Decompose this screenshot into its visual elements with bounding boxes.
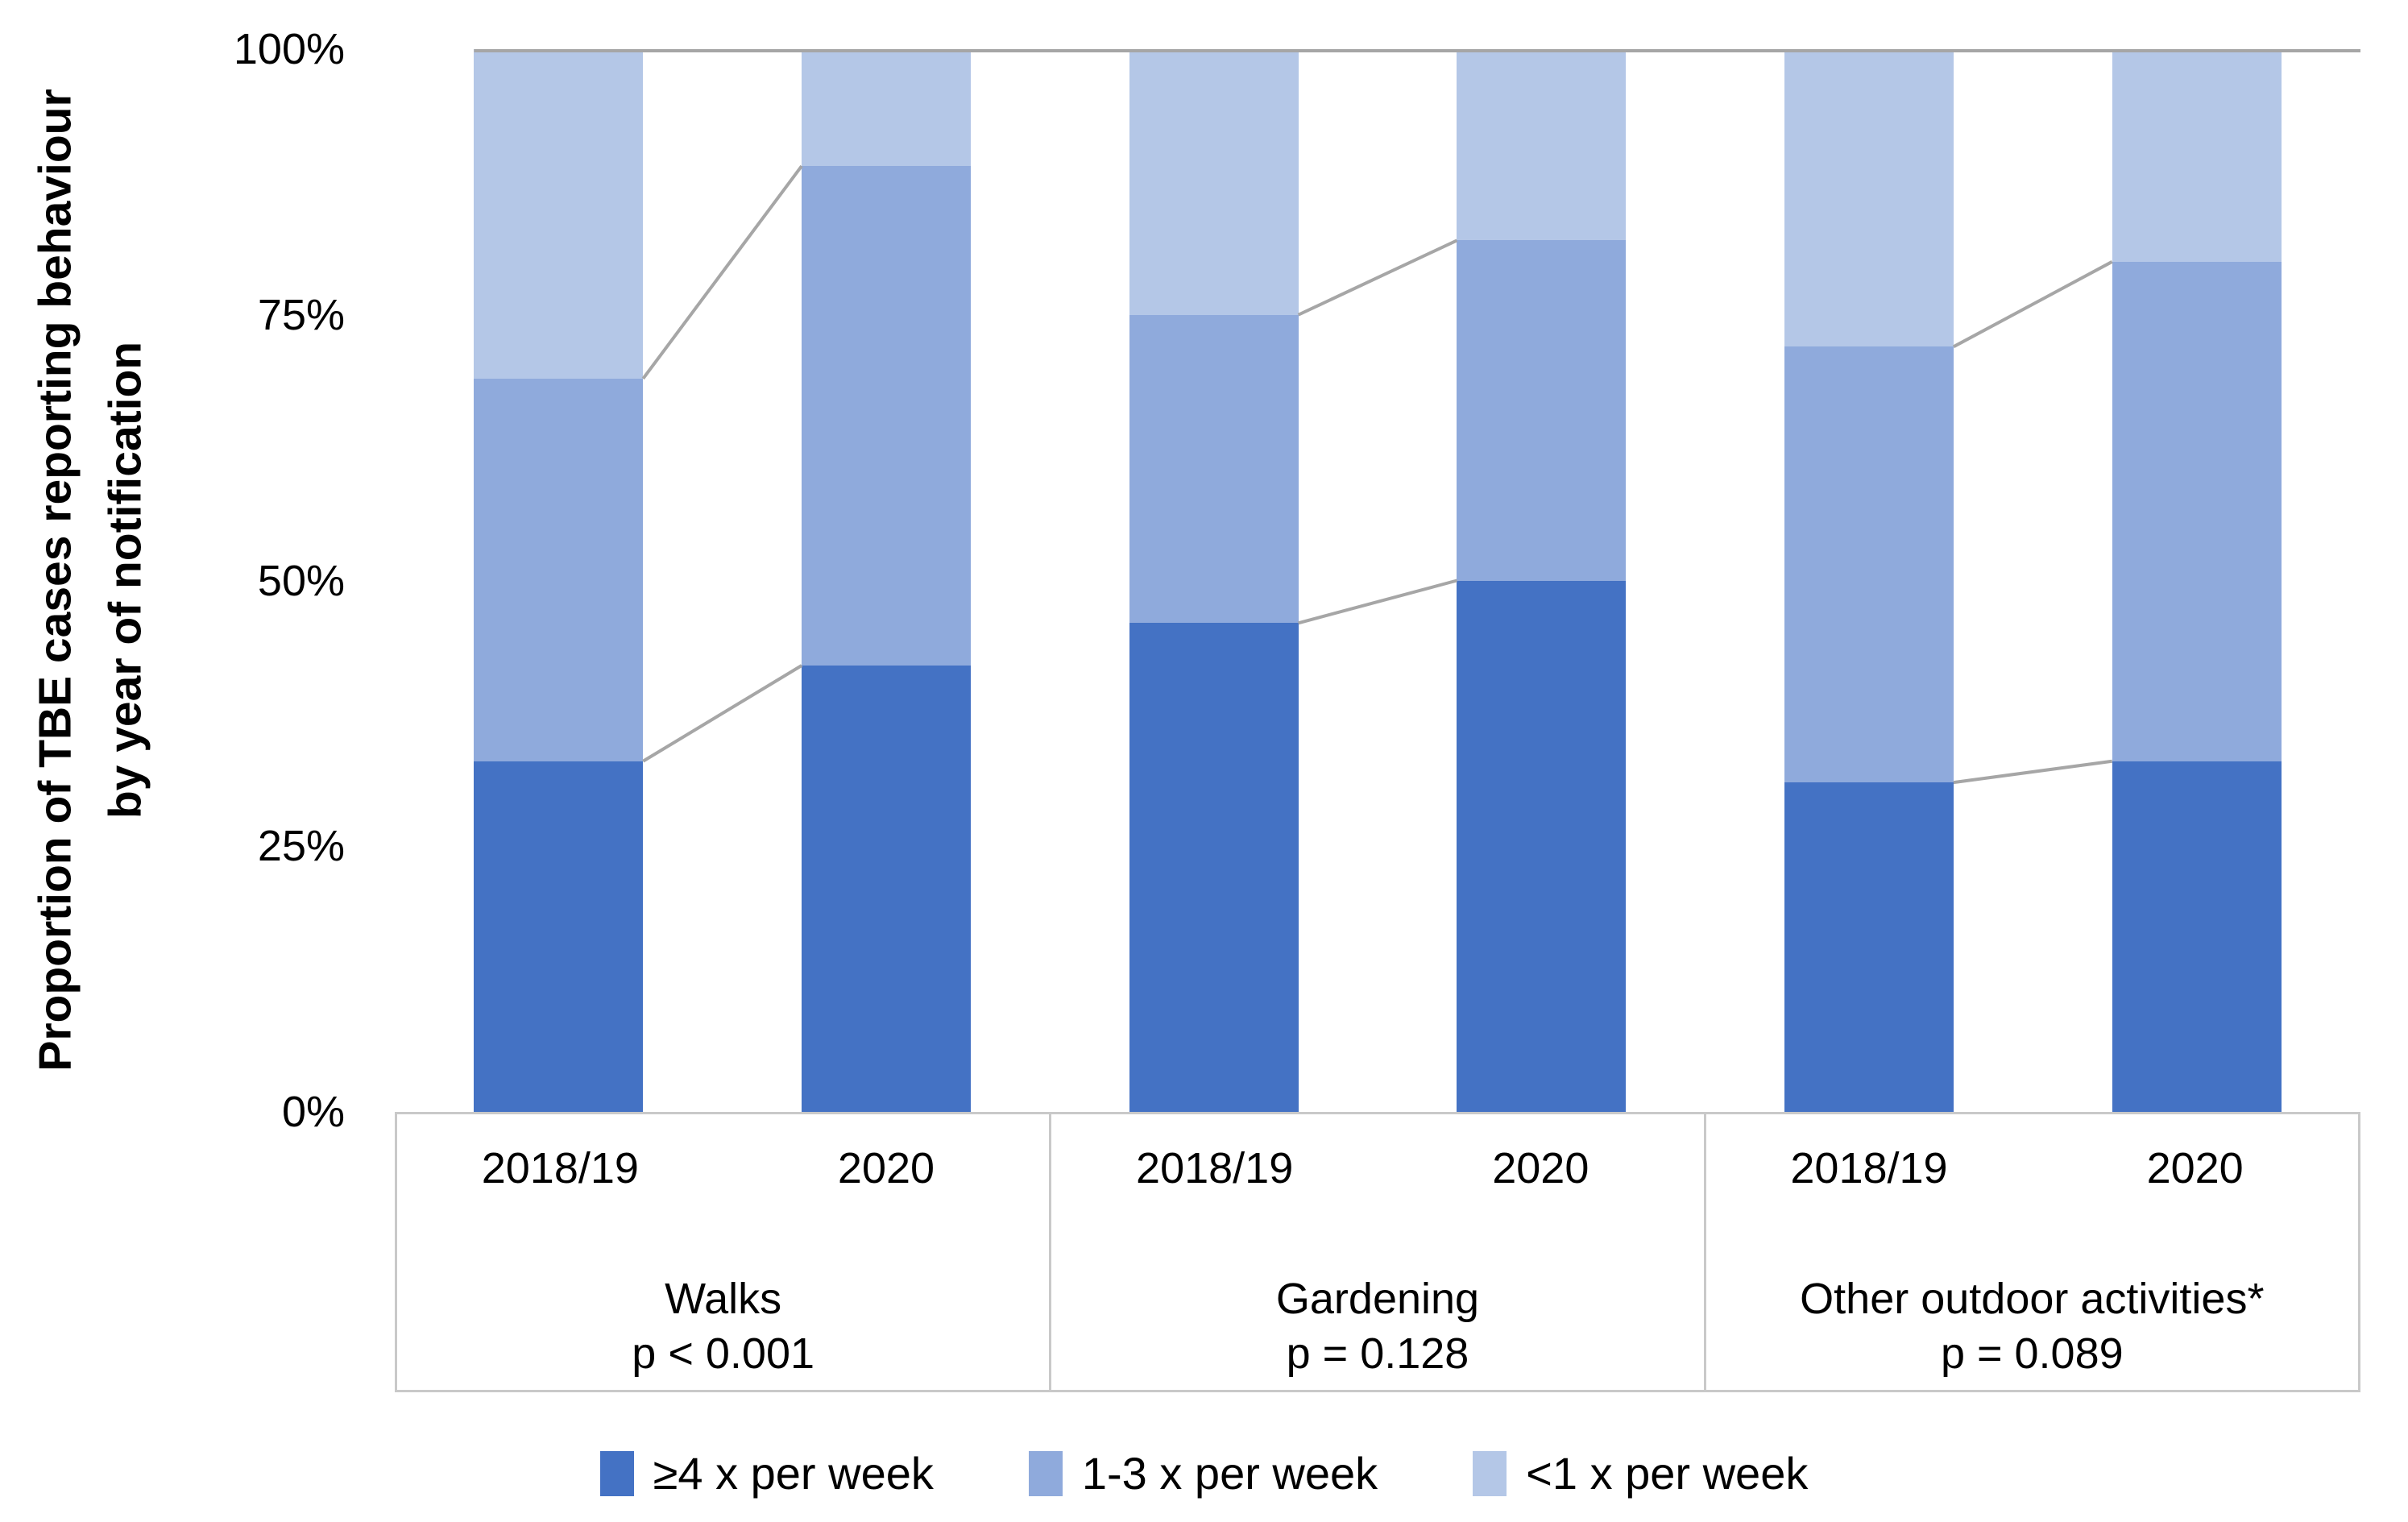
legend-label: 1-3 x per week bbox=[1081, 1448, 1378, 1499]
series-connector-line bbox=[1298, 579, 1457, 625]
stacked-bar bbox=[1784, 49, 1954, 1112]
bar-segment bbox=[1129, 49, 1299, 315]
p-value-label: p < 0.001 bbox=[632, 1329, 815, 1378]
legend-item-4plus-per-week: ≥4 x per week bbox=[599, 1447, 934, 1499]
year-label: 2018/19 bbox=[481, 1144, 639, 1192]
year-label: 2018/19 bbox=[1136, 1144, 1294, 1192]
p-value-label: p = 0.128 bbox=[1286, 1329, 1469, 1378]
y-tick-75: 75% bbox=[257, 290, 345, 339]
stacked-bar bbox=[1457, 49, 1627, 1112]
category-band: 2018/19 2020 Walks p < 0.001 2018/19 202… bbox=[395, 1112, 2360, 1392]
bar-segment bbox=[2112, 761, 2282, 1112]
year-label: 2020 bbox=[2146, 1144, 2244, 1192]
band-group-other-outdoor: 2018/19 2020 Other outdoor activities* p… bbox=[1703, 1114, 2358, 1390]
bar-segment bbox=[1784, 49, 1954, 347]
band-group-gardening: 2018/19 2020 Gardening p = 0.128 bbox=[1049, 1114, 1703, 1390]
series-connector-line bbox=[1953, 759, 2113, 785]
stacked-bar bbox=[1129, 49, 1299, 1112]
series-connector-line bbox=[642, 664, 803, 763]
year-label: 2020 bbox=[1492, 1144, 1589, 1192]
y-tick-100: 100% bbox=[233, 25, 345, 73]
legend-item-under-1-per-week: <1 x per week bbox=[1473, 1447, 1808, 1499]
bar-segment bbox=[802, 166, 971, 666]
bar-segment bbox=[1784, 346, 1954, 783]
bar-segment bbox=[474, 761, 644, 1112]
connector-lines-svg bbox=[474, 49, 2360, 785]
plot-area bbox=[395, 49, 2360, 1112]
bar-segment bbox=[2112, 49, 2282, 262]
stacked-bar bbox=[802, 49, 971, 1112]
y-tick-25: 25% bbox=[257, 822, 345, 871]
bar-segment bbox=[1784, 782, 1954, 1112]
activity-label: Other outdoor activities* bbox=[1800, 1275, 2265, 1323]
stacked-bar bbox=[474, 49, 644, 1112]
legend-swatch-light-blue bbox=[1473, 1450, 1507, 1496]
bar-segment bbox=[1457, 49, 1627, 241]
legend-swatch-medium-blue bbox=[1028, 1450, 1063, 1496]
legend-item-1-3-per-week: 1-3 x per week bbox=[1028, 1447, 1378, 1499]
bars-layer bbox=[395, 49, 2360, 1112]
series-connector-line bbox=[1952, 260, 2113, 349]
legend-label: <1 x per week bbox=[1526, 1448, 1809, 1499]
bar-segment bbox=[1129, 314, 1299, 624]
y-tick-50: 50% bbox=[257, 556, 345, 605]
y-tick-0: 0% bbox=[281, 1088, 345, 1136]
band-group-walks: 2018/19 2020 Walks p < 0.001 bbox=[397, 1114, 1049, 1390]
legend: ≥4 x per week 1-3 x per week <1 x per we… bbox=[0, 1447, 2408, 1499]
stacked-bar bbox=[2112, 49, 2282, 1112]
bar-segment bbox=[1457, 580, 1627, 1112]
y-axis: 100% 75% 50% 25% 0% bbox=[0, 25, 354, 1136]
series-connector-line bbox=[641, 164, 803, 380]
year-label: 2018/19 bbox=[1790, 1144, 1948, 1192]
bar-segment bbox=[802, 666, 971, 1112]
activity-label: Walks bbox=[665, 1275, 782, 1323]
bar-segment bbox=[474, 49, 644, 379]
p-value-label: p = 0.089 bbox=[1940, 1329, 2124, 1378]
bar-segment bbox=[1457, 240, 1627, 581]
legend-label: ≥4 x per week bbox=[653, 1448, 934, 1499]
activity-label: Gardening bbox=[1275, 1275, 1480, 1323]
series-connector-line bbox=[1297, 238, 1458, 317]
bar-segment bbox=[802, 49, 971, 167]
bar-segment bbox=[474, 378, 644, 761]
year-label: 2020 bbox=[837, 1144, 935, 1192]
bar-segment bbox=[1129, 623, 1299, 1112]
legend-swatch-dark-blue bbox=[599, 1450, 634, 1496]
bar-segment bbox=[2112, 261, 2282, 761]
